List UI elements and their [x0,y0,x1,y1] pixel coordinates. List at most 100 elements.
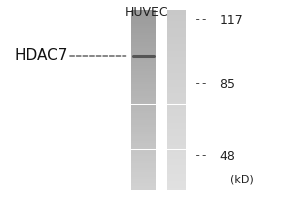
Bar [167,77,186,80]
Text: (kD): (kD) [230,175,254,185]
Bar [130,158,156,161]
Bar [167,163,186,165]
Bar [130,111,156,113]
Bar [130,60,156,62]
Bar [130,120,156,122]
Bar [130,15,156,17]
Bar [130,163,156,165]
Bar [167,147,186,149]
Bar [130,188,156,190]
Bar [167,39,186,42]
Bar [130,170,156,172]
Bar [130,147,156,149]
Bar [130,113,156,116]
Bar [130,62,156,64]
Bar [130,28,156,30]
Text: --: -- [194,150,208,162]
Bar [167,80,186,82]
Bar [167,181,186,183]
Bar [130,96,156,98]
Bar [130,122,156,125]
Bar [130,125,156,127]
Bar [167,134,186,136]
Bar [167,55,186,57]
Bar [130,172,156,174]
Bar [130,183,156,186]
Bar [130,64,156,66]
Bar [130,174,156,176]
Bar [130,48,156,50]
Bar [130,181,156,183]
Bar [167,107,186,109]
Bar [130,44,156,46]
Bar [130,129,156,132]
Bar [167,138,186,140]
Bar [130,17,156,19]
Bar [130,179,156,181]
Bar [167,111,186,113]
Bar [130,134,156,136]
Bar [167,154,186,156]
Bar [167,48,186,50]
Bar [167,37,186,39]
Bar [167,10,186,12]
Bar [130,102,156,104]
Bar [130,150,156,152]
Text: --: -- [194,14,208,26]
Bar [167,86,186,89]
Bar [130,80,156,82]
Bar [130,32,156,35]
Bar [130,161,156,163]
Bar [130,73,156,75]
Bar [167,44,186,46]
Bar [130,23,156,26]
Bar [167,118,186,120]
Bar [167,140,186,143]
Bar [167,172,186,174]
Bar [130,35,156,37]
Bar [130,55,156,57]
Bar [130,19,156,21]
Bar [167,12,186,15]
Bar [130,168,156,170]
Bar [130,186,156,188]
Bar [130,118,156,120]
Bar [167,122,186,125]
Bar [130,89,156,91]
Bar [167,125,186,127]
Bar [167,156,186,158]
Bar [167,21,186,23]
Bar [130,68,156,71]
Bar [167,113,186,116]
Bar [167,46,186,48]
Bar [167,143,186,145]
Bar [130,26,156,28]
Bar [130,71,156,73]
Bar [167,32,186,35]
Bar [130,12,156,15]
Bar [130,82,156,84]
Bar [167,96,186,98]
Bar [130,42,156,44]
Bar [167,170,186,172]
Bar [130,165,156,168]
Bar [167,53,186,55]
Bar [167,71,186,73]
Bar [167,188,186,190]
Bar [130,30,156,32]
Bar [167,165,186,168]
Bar [167,28,186,30]
Bar [167,168,186,170]
Bar [130,53,156,55]
Bar [167,152,186,154]
Text: 117: 117 [220,14,243,26]
Bar [130,143,156,145]
Bar [167,60,186,62]
Bar [167,68,186,71]
Bar [130,132,156,134]
Bar [130,100,156,102]
Bar [130,84,156,86]
Bar [130,176,156,179]
Bar [167,150,186,152]
Text: HUVEC: HUVEC [125,6,169,19]
